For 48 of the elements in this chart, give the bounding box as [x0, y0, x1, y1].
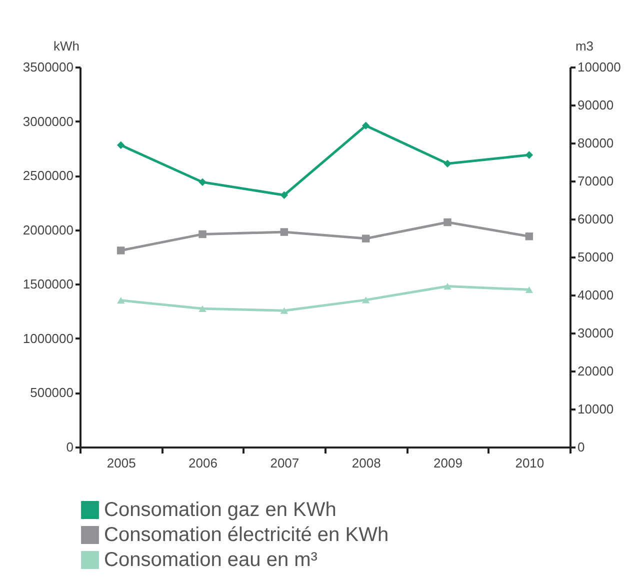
y-tick-label: 1500000: [22, 276, 74, 292]
y-tick-label: 1000000: [22, 330, 74, 346]
y-tick-label: 3000000: [22, 114, 74, 129]
x-tick-label: 2005: [106, 456, 136, 470]
y2-tick-label: 20000: [578, 364, 614, 378]
x-tick-label: 2009: [434, 456, 462, 470]
y2-tick-label: 50000: [578, 250, 614, 264]
point: [444, 218, 452, 226]
point: [116, 296, 125, 304]
point: [198, 178, 206, 186]
x-tick-label: 2010: [515, 456, 544, 470]
legend-label: Consomation eau en m³: [104, 549, 318, 571]
y2-tick-label: 90000: [578, 98, 614, 112]
y2-tick-label: 30000: [578, 326, 614, 340]
point: [525, 232, 534, 240]
point: [362, 122, 370, 130]
x-tick-label: 2008: [352, 456, 381, 470]
y2-tick-label: 70000: [578, 174, 614, 188]
y-tick-label: 2500000: [22, 168, 74, 184]
y2-tick-label: 60000: [578, 212, 614, 226]
point: [280, 228, 288, 236]
x-tick-label: 2006: [188, 456, 218, 470]
point: [280, 191, 288, 199]
point: [280, 307, 288, 314]
x-tick-label: 2007: [270, 456, 300, 470]
y-axis-title: kWh: [54, 38, 80, 54]
y2-tick-label: 100000: [578, 60, 621, 74]
point: [444, 282, 452, 290]
point: [362, 296, 370, 304]
legend-label: Consomation électricité en KWh: [104, 524, 389, 546]
legend-label: Consomation gaz en KWh: [104, 499, 336, 521]
y-tick-label: 3500000: [22, 60, 74, 74]
y2-tick-label: 80000: [578, 136, 614, 150]
point: [198, 230, 206, 238]
y2-tick-label: 0: [578, 440, 585, 454]
y2-tick-label: 10000: [578, 402, 614, 416]
point: [525, 286, 534, 294]
y2-axis-title: m3: [575, 38, 594, 54]
point: [116, 141, 125, 150]
y-tick-label: 0: [66, 440, 74, 454]
point: [362, 234, 370, 242]
y2-tick-label: 40000: [578, 288, 614, 302]
y-tick-label: 500000: [30, 385, 74, 400]
point: [525, 151, 534, 159]
point: [444, 160, 452, 168]
y-tick-label: 2000000: [22, 222, 74, 238]
point: [198, 305, 206, 312]
point: [116, 246, 125, 254]
